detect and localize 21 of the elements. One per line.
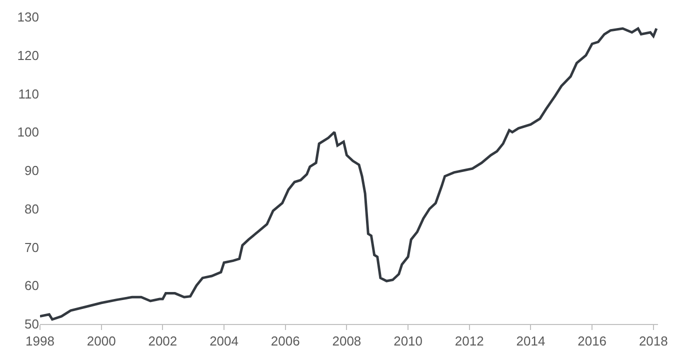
x-tick-label: 2006	[270, 334, 300, 349]
x-tick-label: 2010	[394, 334, 422, 349]
y-tick-label: 100	[17, 124, 39, 140]
y-tick-label: 80	[24, 201, 39, 216]
x-tick-label: 2012	[454, 334, 484, 349]
y-tick-label: 130	[17, 10, 39, 25]
y-tick-label: 120	[17, 48, 39, 63]
x-tick-label: 2004	[210, 334, 238, 349]
y-tick-label: 60	[24, 278, 39, 294]
line-series	[40, 27, 658, 321]
y-tick-label: 110	[18, 86, 39, 102]
x-tick-label: 2008	[332, 334, 362, 349]
x-tick-label: 2000	[86, 334, 116, 349]
x-tick-label: 2018	[638, 334, 668, 349]
x-tick-label: 2002	[148, 334, 178, 349]
y-tick-label: 70	[24, 240, 39, 255]
x-tick-label: 1998	[26, 334, 54, 349]
x-tick-label: 2016	[578, 334, 607, 349]
y-tick-label: 50	[24, 316, 39, 332]
y-tick-label: 90	[24, 163, 39, 178]
x-tick-label: 2014	[516, 334, 546, 349]
